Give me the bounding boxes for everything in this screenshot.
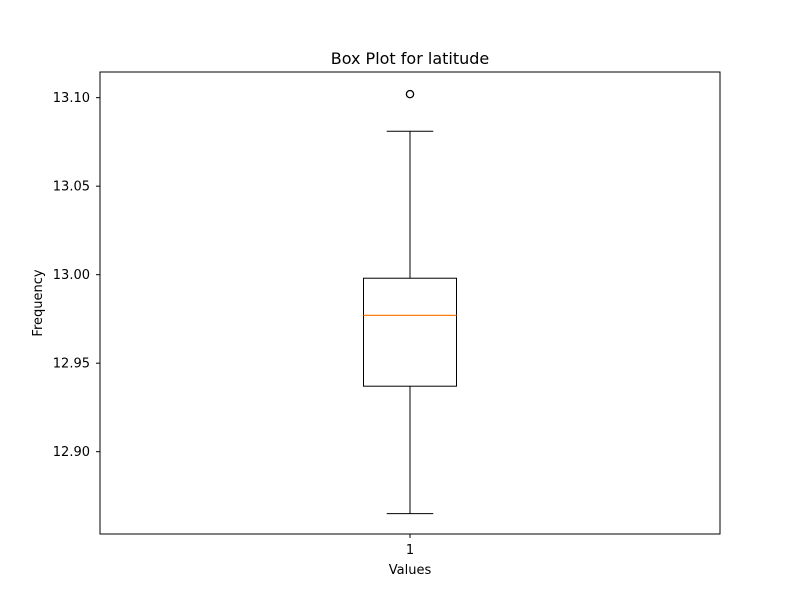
y-tick-label: 12.90 xyxy=(53,445,90,460)
y-axis: 12.90 12.95 13.00 13.05 13.10 xyxy=(53,91,100,460)
chart-title: Box Plot for latitude xyxy=(331,49,490,68)
interquartile-box xyxy=(363,277,457,387)
y-tick-label: 12.95 xyxy=(53,357,90,372)
y-axis-label: Frequency xyxy=(31,269,46,336)
y-tick-label: 13.00 xyxy=(53,268,90,283)
y-tick-label: 13.05 xyxy=(53,180,90,195)
y-tick-label: 13.10 xyxy=(53,91,90,106)
x-axis: 1 xyxy=(406,534,414,558)
plot-layer xyxy=(363,89,457,515)
outlier-point xyxy=(405,89,415,99)
x-axis-label: Values xyxy=(389,563,432,578)
x-tick-label: 1 xyxy=(406,543,414,558)
